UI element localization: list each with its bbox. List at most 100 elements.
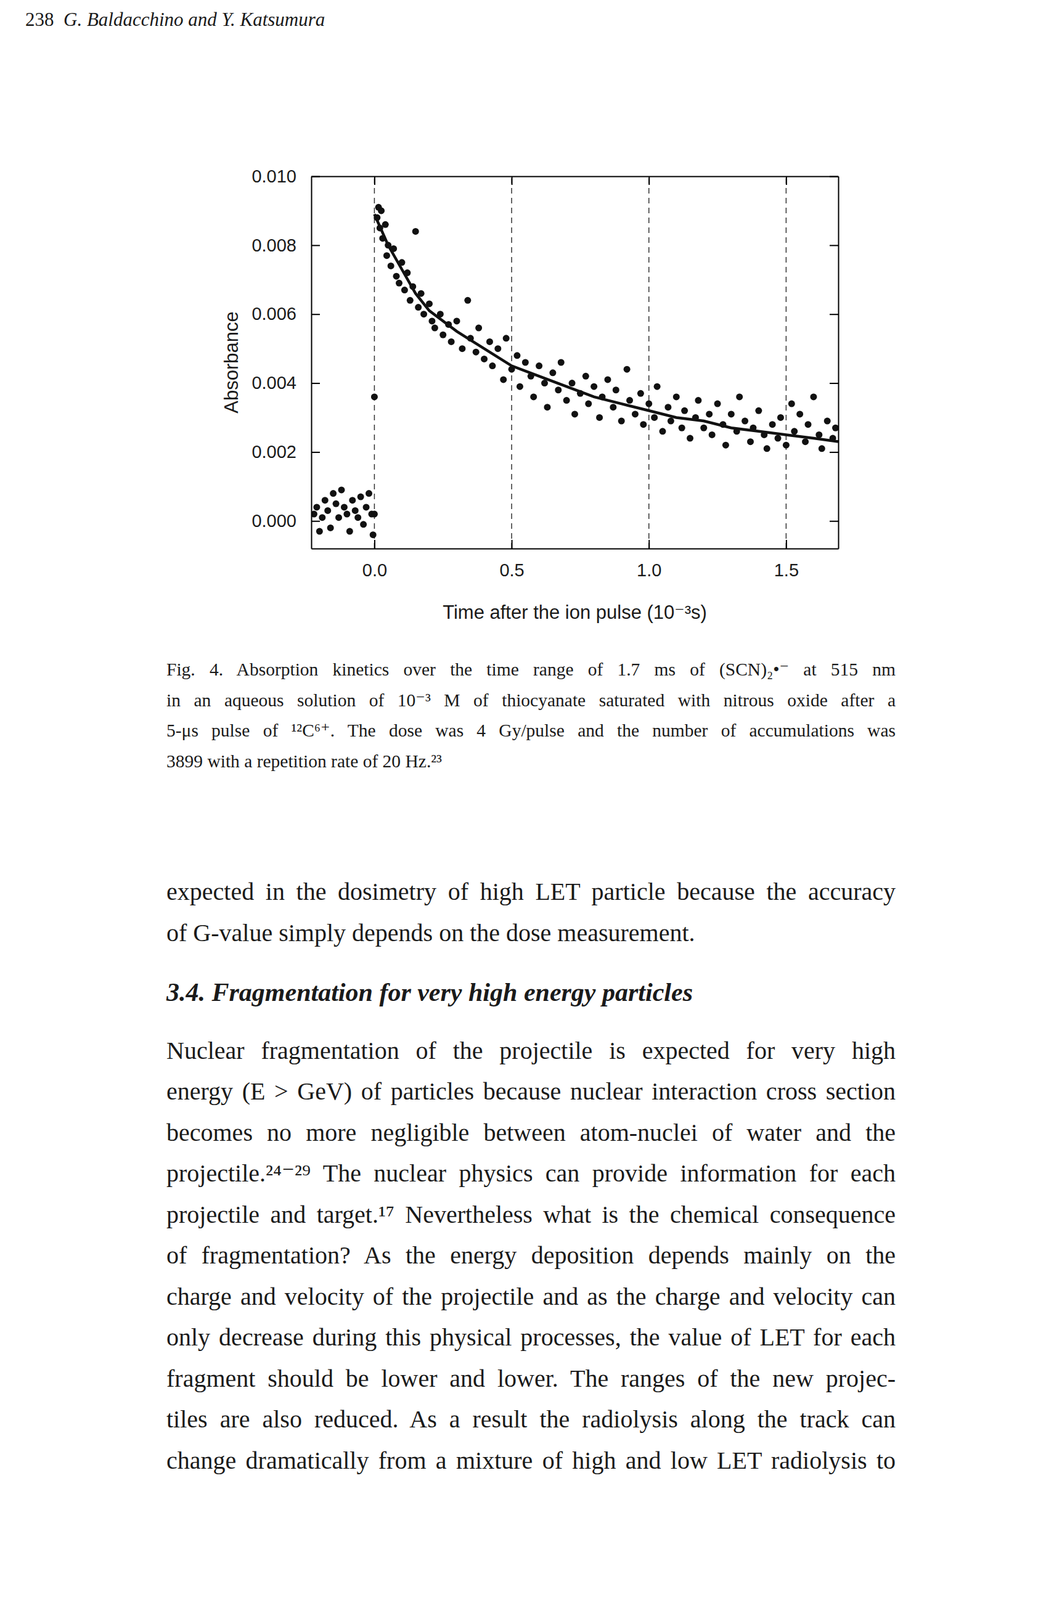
data-point xyxy=(609,403,617,411)
x-axis-tick-mark xyxy=(785,539,788,549)
body-line: change dramatically from a mixture of hi… xyxy=(166,1440,896,1482)
body-line: projectile.²⁴⁻²⁹ The nuclear physics can… xyxy=(166,1153,896,1195)
data-point xyxy=(582,372,590,380)
data-point xyxy=(708,431,716,439)
data-point xyxy=(401,286,409,294)
x-axis-top-line xyxy=(311,176,839,178)
y-axis-tick: 0.000 xyxy=(251,510,320,531)
data-point xyxy=(788,400,796,408)
data-point xyxy=(371,393,378,401)
data-point xyxy=(316,528,323,536)
y-axis-right-tick-mark xyxy=(829,313,839,315)
fit-curve xyxy=(374,214,839,442)
data-point xyxy=(499,375,507,383)
data-point xyxy=(313,503,320,511)
data-point xyxy=(584,400,592,408)
data-point xyxy=(439,331,447,339)
data-point xyxy=(782,441,790,449)
data-point xyxy=(458,345,466,352)
data-point xyxy=(667,417,675,425)
body-line: projectile and target.¹⁷ Nevertheless wh… xyxy=(166,1194,896,1236)
data-point xyxy=(659,427,667,435)
data-point xyxy=(777,414,785,421)
data-point xyxy=(747,438,754,446)
data-point xyxy=(557,359,565,367)
data-point xyxy=(393,273,401,280)
x-axis-title: Time after the ion pulse (10⁻³s) xyxy=(442,601,707,624)
y-axis-right-tick-mark xyxy=(829,382,839,385)
x-axis-tick-label: 0.0 xyxy=(362,560,388,581)
x-axis-top-tick xyxy=(649,176,650,185)
data-point xyxy=(543,403,551,411)
data-point xyxy=(650,414,658,421)
y-axis-tick-mark xyxy=(311,244,320,246)
y-axis-tick-mark xyxy=(311,176,320,178)
data-point xyxy=(645,400,653,408)
data-point xyxy=(530,393,537,401)
data-point xyxy=(464,297,471,304)
data-point xyxy=(563,396,571,404)
body-line: only decrease during this physical proce… xyxy=(166,1317,896,1359)
y-axis-right-tick xyxy=(829,520,839,522)
figure-caption: Fig. 4. Absorption kinetics over the tim… xyxy=(166,654,896,777)
data-point xyxy=(494,345,502,352)
y-axis-right-tick-mark xyxy=(829,451,839,454)
body-line: charge and velocity of the projectile an… xyxy=(166,1276,896,1318)
y-axis-right-tick-mark xyxy=(829,244,839,246)
data-point xyxy=(774,435,782,442)
x-axis-tick-label: 0.5 xyxy=(499,560,524,581)
authors: G. Baldacchino and Y. Katsumura xyxy=(63,8,325,31)
body-text: expected in the dosimetry of high LET pa… xyxy=(166,871,896,1482)
y-axis-tick-label: 0.006 xyxy=(251,303,297,324)
x-axis: 0.00.51.01.5 xyxy=(311,539,839,581)
y-axis-tick: 0.008 xyxy=(251,235,320,256)
data-point xyxy=(639,420,647,428)
data-point xyxy=(472,348,480,356)
data-point xyxy=(318,514,326,521)
data-point xyxy=(321,496,329,504)
data-point xyxy=(653,383,661,391)
data-point xyxy=(796,410,804,418)
x-axis-top-tick xyxy=(511,176,513,185)
data-point xyxy=(363,503,370,511)
data-point xyxy=(516,383,524,391)
caption-line: Fig. 4. Absorption kinetics over the tim… xyxy=(166,654,896,686)
data-point xyxy=(351,507,359,515)
x-grid-line xyxy=(510,176,513,549)
data-point xyxy=(678,424,686,432)
chart: 0.00.51.01.50.0000.0020.0040.0060.0080.0… xyxy=(0,0,1054,635)
y-axis-tick: 0.002 xyxy=(251,441,320,462)
data-point xyxy=(681,407,688,415)
data-point xyxy=(535,362,543,370)
data-point xyxy=(549,369,556,376)
x-grid-line xyxy=(374,176,376,549)
data-point xyxy=(568,379,576,387)
data-point xyxy=(832,424,839,432)
x-axis-top-tick xyxy=(785,176,787,185)
x-grid-line xyxy=(648,176,650,549)
body-line: of G-value simply depends on the dose me… xyxy=(166,912,896,955)
data-point xyxy=(337,486,345,494)
x-axis-top-tick-mark xyxy=(785,176,788,185)
data-point xyxy=(428,317,436,325)
y-axis-right-tick xyxy=(829,245,839,246)
data-point xyxy=(365,490,373,497)
y-axis-tick: 0.004 xyxy=(251,372,320,393)
data-point xyxy=(809,393,817,401)
x-axis-top-tick xyxy=(374,176,375,185)
data-point xyxy=(596,414,603,421)
data-point xyxy=(554,386,562,394)
data-point xyxy=(332,500,340,508)
data-point xyxy=(395,279,403,287)
data-point xyxy=(631,410,639,418)
caption-line: 3899 with a repetition rate of 20 Hz.²³ xyxy=(166,746,896,778)
data-point xyxy=(769,420,777,428)
data-point xyxy=(571,410,579,418)
x-axis-tick-mark xyxy=(374,539,376,549)
data-point xyxy=(722,441,730,449)
data-point xyxy=(387,262,395,270)
plot-area xyxy=(311,204,839,539)
x-grid-line xyxy=(785,176,788,549)
grid xyxy=(374,176,786,549)
data-point xyxy=(453,317,461,325)
